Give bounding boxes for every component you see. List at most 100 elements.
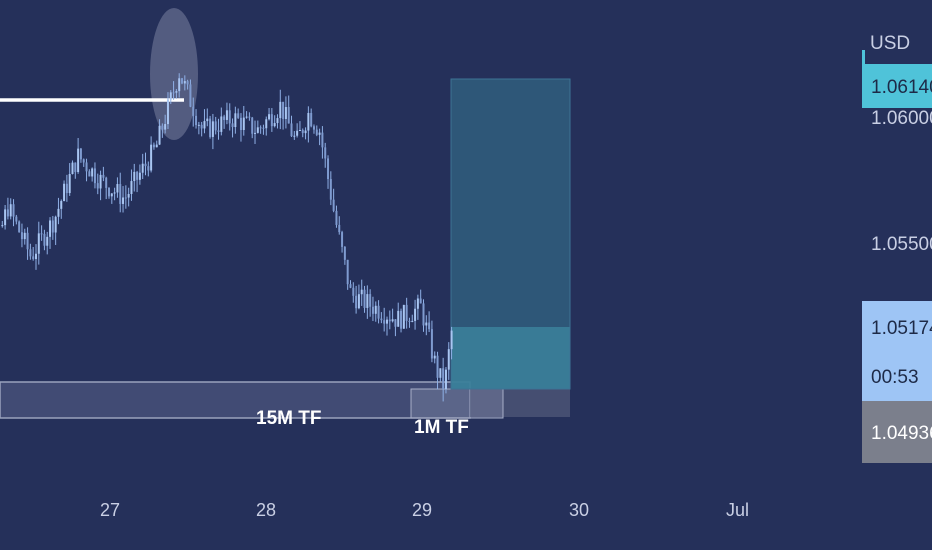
candle-body-98 (276, 118, 279, 124)
candle-body-22 (63, 183, 66, 202)
candle-body-86 (242, 117, 245, 130)
candle-body-153 (430, 329, 433, 359)
candle-body-156 (439, 368, 442, 378)
candle-body-45 (127, 194, 130, 198)
candle-body-54 (152, 144, 155, 148)
zone-extension (470, 389, 570, 417)
x-tick-jul: Jul (726, 500, 749, 520)
candle-body-149 (419, 298, 422, 304)
candle-body-38 (108, 187, 110, 197)
candle-body-73 (206, 118, 209, 122)
candle-body-95 (268, 114, 271, 120)
candle-body-94 (265, 119, 268, 129)
candle-body-67 (189, 84, 192, 107)
candle-body-10 (29, 249, 32, 257)
candle-body-118 (332, 199, 335, 211)
candle-body-14 (40, 233, 43, 235)
candle-body-55 (155, 144, 158, 148)
candle-body-29 (82, 159, 85, 163)
zone-15m-outline (0, 381, 471, 419)
candle-body-136 (383, 320, 386, 324)
candle-body-5 (15, 216, 18, 222)
entry-box[interactable] (451, 327, 570, 389)
candle-body-106 (298, 130, 301, 132)
candle-body-72 (203, 121, 206, 129)
lower-price-badge (862, 401, 932, 463)
candle-body-158 (444, 369, 447, 390)
candle-body-102 (287, 107, 290, 124)
candle-body-39 (110, 193, 113, 197)
candle-body-85 (239, 117, 242, 130)
candle-body-152 (428, 322, 431, 330)
candle-body-52 (147, 166, 150, 171)
candle-body-107 (301, 130, 304, 134)
candle-body-148 (416, 298, 419, 309)
upper-price-badge (862, 64, 932, 108)
candle-body-83 (234, 113, 237, 128)
candle-body-141 (397, 310, 400, 327)
candle-body-109 (307, 112, 310, 131)
target-box-border (450, 78, 571, 390)
candle-body-61 (172, 92, 175, 94)
candle-body-154 (433, 355, 436, 359)
candle-body-159 (447, 349, 450, 370)
candle-body-96 (270, 114, 273, 127)
candle-body-24 (68, 174, 71, 194)
candle-body-117 (329, 179, 332, 200)
candle-body-74 (209, 118, 212, 137)
candle-body-59 (166, 99, 169, 125)
current-price-badge (862, 301, 932, 401)
candle-body-62 (175, 91, 178, 93)
candle-body-17 (49, 220, 52, 237)
candle-body-1 (4, 209, 7, 226)
candle-body-13 (37, 233, 40, 254)
candle-body-6 (18, 221, 21, 233)
candle-body-157 (442, 368, 445, 390)
candle-body-66 (186, 81, 189, 85)
candle-body-130 (366, 294, 369, 308)
candle-body-47 (133, 171, 136, 182)
candle-body-105 (296, 130, 299, 136)
candle-body-64 (181, 78, 184, 84)
candle-body-28 (79, 148, 82, 160)
candle-body-138 (388, 319, 391, 322)
x-tick-27: 27 (100, 500, 120, 520)
candle-body-9 (26, 232, 29, 250)
candle-body-78 (220, 116, 223, 132)
candle-body-150 (422, 303, 425, 326)
candle-body-97 (273, 123, 276, 127)
candle-body-50 (141, 163, 144, 173)
x-tick-29: 29 (412, 500, 432, 520)
candle-body-71 (200, 124, 203, 129)
candle-body-122 (343, 246, 346, 260)
y-tick-2: 1.05500 (871, 234, 932, 255)
candle-body-99 (279, 101, 282, 119)
zone-15m-label: 15M TF (256, 408, 321, 429)
candle-body-65 (183, 81, 186, 84)
candle-body-2 (6, 209, 9, 217)
candle-body-112 (315, 129, 318, 135)
zone-1m-label: 1M TF (414, 417, 469, 438)
target-box[interactable] (451, 79, 570, 327)
candle-body-23 (65, 183, 68, 194)
candle-body-7 (20, 232, 23, 240)
candle-body-80 (225, 110, 228, 120)
candle-body-140 (394, 319, 397, 327)
candle-body-68 (192, 106, 195, 116)
candle-body-26 (74, 162, 77, 173)
x-tick-28: 28 (256, 500, 276, 520)
candle-body-82 (231, 123, 234, 128)
candle-body-58 (164, 124, 167, 130)
candle-body-33 (93, 168, 96, 184)
candle-body-146 (411, 320, 414, 322)
upper-price-marker (862, 50, 865, 64)
candle-body-126 (355, 295, 358, 309)
lower-price-label: 1.04936 (871, 423, 932, 444)
candle-body-19 (54, 216, 57, 233)
candle-body-56 (158, 125, 161, 145)
candle-body-4 (12, 204, 15, 217)
candle-body-34 (96, 183, 99, 189)
candle-body-93 (262, 127, 265, 129)
candle-body-139 (391, 319, 394, 322)
